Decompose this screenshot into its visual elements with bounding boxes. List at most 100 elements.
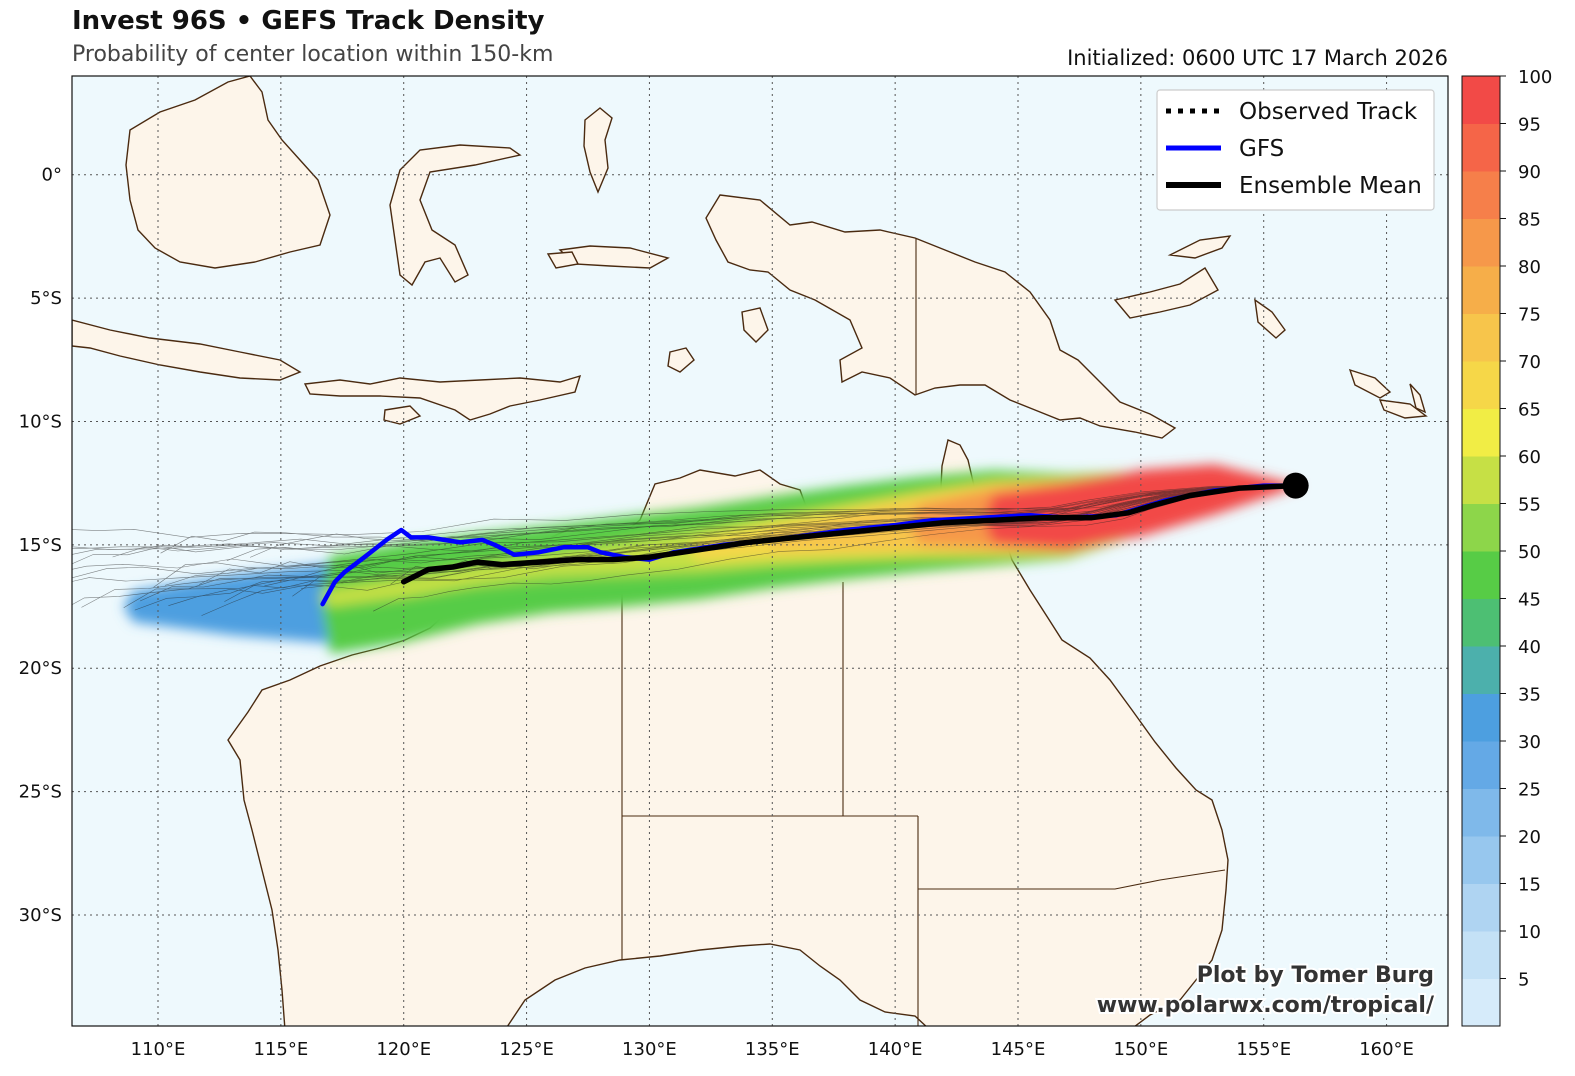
colorbar-tick-label: 35 — [1518, 685, 1541, 706]
lat-tick-label: 25°S — [19, 782, 62, 803]
latitude-axis: 0° 5°S 10°S 15°S 20°S 25°S 30°S — [19, 165, 62, 926]
ensemble-mean-track — [400, 482, 1299, 585]
ensemble-member-track — [164, 485, 1296, 586]
map-frame — [71, 75, 1449, 1027]
initialized-time: Initialized: 0600 UTC 17 March 2026 — [1067, 46, 1448, 70]
legend-label-ensemble-mean: Ensemble Mean — [1239, 173, 1422, 199]
ensemble-member-track — [264, 485, 1296, 587]
lon-tick-label: 135°E — [745, 1039, 800, 1060]
lon-tick-label: 160°E — [1359, 1039, 1414, 1060]
lat-tick-label: 10°S — [19, 411, 62, 432]
colorbar-tick-label: 65 — [1518, 400, 1541, 421]
gridlines — [72, 76, 1448, 1026]
colorbar-segment — [1462, 883, 1500, 932]
land-java — [72, 319, 302, 381]
lat-tick-label: 0° — [42, 165, 62, 186]
land-aru — [741, 307, 769, 343]
colorbar-segment — [1462, 218, 1500, 267]
ensemble-member-track — [72, 485, 1296, 582]
lon-tick-label: 110°E — [131, 1039, 186, 1060]
colorbar-tick-label: 25 — [1518, 780, 1541, 801]
colorbar-tick-label: 5 — [1518, 970, 1529, 991]
current-position-marker — [1282, 472, 1309, 499]
colorbar-segment — [1462, 361, 1500, 409]
colorbar-segment — [1462, 788, 1500, 837]
ensemble-member-track — [249, 485, 1296, 558]
colorbar-segment — [1462, 123, 1500, 172]
legend-box — [1156, 89, 1435, 211]
colorbar-segment — [1462, 408, 1500, 457]
ensemble-member-track — [72, 485, 1296, 550]
lat-tick-label: 30°S — [19, 905, 62, 926]
chart-title: Invest 96S • GEFS Track Density — [72, 6, 545, 36]
lon-tick-label: 120°E — [376, 1039, 431, 1060]
land-sumba — [383, 405, 422, 425]
colorbar-segment — [1462, 978, 1500, 1027]
colorbar-segment — [1462, 266, 1500, 314]
land-lesser-sunda — [303, 374, 582, 421]
land-buru — [546, 251, 580, 269]
land-sulawesi — [389, 144, 522, 287]
colorbar-segment — [1462, 503, 1500, 552]
chart-subtitle: Probability of center location within 15… — [72, 42, 554, 67]
colorbar-tick-label: 85 — [1518, 210, 1541, 231]
land-borneo — [125, 76, 331, 269]
lon-tick-label: 145°E — [991, 1039, 1046, 1060]
colorbar-segment — [1462, 693, 1500, 742]
ensemble-member-track — [226, 485, 1296, 561]
land-solomon-4 — [1409, 383, 1427, 414]
lat-tick-label: 20°S — [19, 658, 62, 679]
colorbar-tick-label: 90 — [1518, 162, 1541, 183]
colorbar-segment — [1462, 551, 1500, 599]
land-solomon-2 — [1348, 368, 1392, 399]
colorbar-segment — [1462, 313, 1500, 362]
colorbar-tick-label: 20 — [1518, 827, 1541, 848]
lon-tick-label: 115°E — [253, 1039, 308, 1060]
colorbar-tick-label: 15 — [1518, 875, 1541, 896]
colorbar-tick-label: 50 — [1518, 542, 1541, 563]
land-solomon-3 — [1378, 399, 1428, 419]
land-seram — [558, 245, 670, 269]
ensemble-member-track — [72, 485, 1296, 555]
ensemble-member-track — [72, 485, 1296, 550]
legend-label-observed-track: Observed Track — [1239, 99, 1418, 125]
legend-label-gfs: GFS — [1239, 136, 1284, 162]
credit-url: www.polarwx.com/tropical/ — [1097, 993, 1435, 1018]
colorbar-tick-label: 70 — [1518, 352, 1541, 373]
colorbar-segment — [1462, 931, 1500, 979]
colorbar-tick-label: 95 — [1518, 115, 1541, 136]
colorbar-segment — [1462, 456, 1500, 504]
border-nsw-qld — [918, 869, 1226, 890]
colorbar-segment — [1462, 741, 1500, 789]
legend: Observed Track GFS Ensemble Mean — [1156, 89, 1435, 211]
colorbar-segment — [1462, 598, 1500, 647]
colorbar-tick-label: 40 — [1518, 637, 1541, 658]
colorbar-tick-label: 60 — [1518, 447, 1541, 468]
colorbar-tick-label: 55 — [1518, 495, 1541, 516]
land-halmahera — [583, 107, 613, 194]
credit-author: Plot by Tomer Burg — [1197, 963, 1434, 988]
ensemble-member-track — [373, 485, 1296, 612]
colorbar-tick-label: 30 — [1518, 732, 1541, 753]
lon-tick-label: 140°E — [868, 1039, 923, 1060]
colorbar-tick-label: 75 — [1518, 305, 1541, 326]
colorbar-tick-label: 45 — [1518, 590, 1541, 611]
lat-tick-label: 5°S — [30, 288, 62, 309]
lon-tick-label: 150°E — [1113, 1039, 1168, 1060]
land-layer — [72, 76, 1428, 1026]
colorbar-tick-label: 80 — [1518, 257, 1541, 278]
colorbar-segment — [1462, 76, 1500, 124]
lon-tick-label: 155°E — [1236, 1039, 1291, 1060]
lon-tick-label: 125°E — [499, 1039, 554, 1060]
longitude-axis: 110°E 115°E 120°E 125°E 130°E 135°E 140°E 145°E… — [131, 1039, 1414, 1060]
land-new-guinea — [705, 194, 1177, 439]
land-tanimbar — [667, 347, 695, 373]
colorbar-segment — [1462, 646, 1500, 694]
colorbar-tick-label: 100 — [1518, 67, 1552, 88]
colorbar-tick-label: 10 — [1518, 922, 1541, 943]
ensemble-member-track — [72, 485, 1296, 565]
land-new-ireland — [1167, 235, 1232, 259]
colorbar-segment — [1462, 171, 1500, 219]
ensemble-member-track — [72, 485, 1296, 538]
